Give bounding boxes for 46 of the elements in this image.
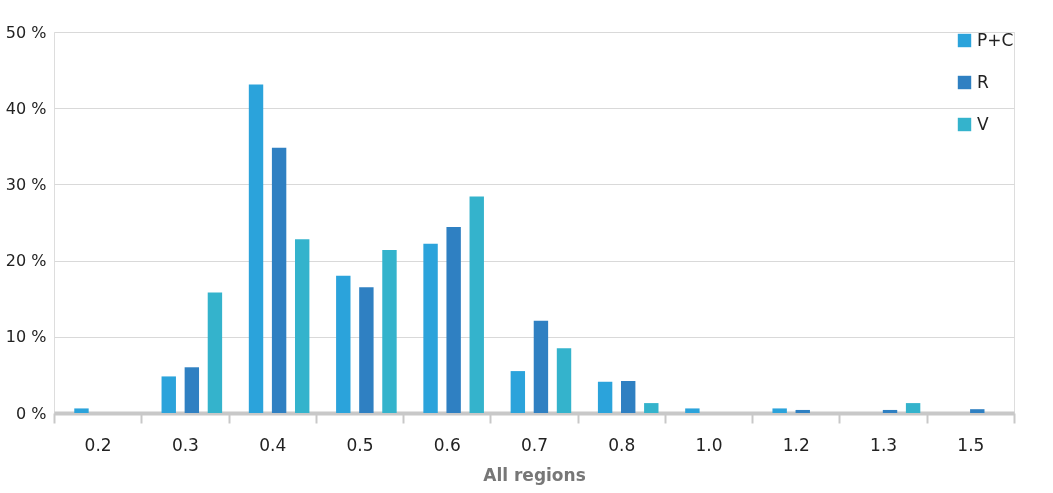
y-tick-label: 50 % [5,22,47,42]
bar [685,408,700,413]
y-tick-label: 20 % [5,251,47,271]
x-tick-label: 0.7 [520,434,549,455]
bar [207,292,223,413]
bar [359,287,374,413]
legend-label: P+C [977,29,1014,50]
legend-label: V [977,113,989,134]
x-tick-label: 1.2 [782,434,810,455]
bar [74,408,89,413]
bar [294,239,310,413]
y-tick-label: 30 % [5,174,47,194]
bar [446,227,461,413]
x-tick-label: 0.8 [608,434,636,455]
bar [795,409,810,413]
y-tick-label: 40 % [5,98,47,118]
x-tick-label: 1.5 [957,434,985,455]
x-tick-label: 1.0 [695,434,723,455]
x-tick-label: 1.3 [870,434,898,455]
bar [271,147,287,413]
bar [248,84,264,413]
bar [882,409,898,413]
x-axis-title: All regions [483,464,586,485]
y-tick-label: 0 % [16,403,47,423]
bar [621,381,636,413]
bar [469,196,484,413]
bar [556,348,572,413]
bar [644,403,659,413]
bar [382,249,397,413]
x-tick-label: 0.3 [171,434,199,455]
bar [597,381,613,413]
y-tick-label: 10 % [5,327,47,347]
bar [336,275,351,413]
x-tick-label: 0.6 [433,434,461,455]
bar [184,367,200,413]
bar [970,409,985,413]
x-tick-label: 0.5 [346,434,374,455]
x-tick-label: 0.4 [259,434,287,455]
bar [510,371,526,413]
bar [533,320,549,413]
legend-label: R [977,71,989,92]
bar [161,376,176,413]
bar [423,243,438,413]
bar [905,403,921,413]
x-tick-label: 0.2 [84,434,112,455]
bar [772,408,787,413]
